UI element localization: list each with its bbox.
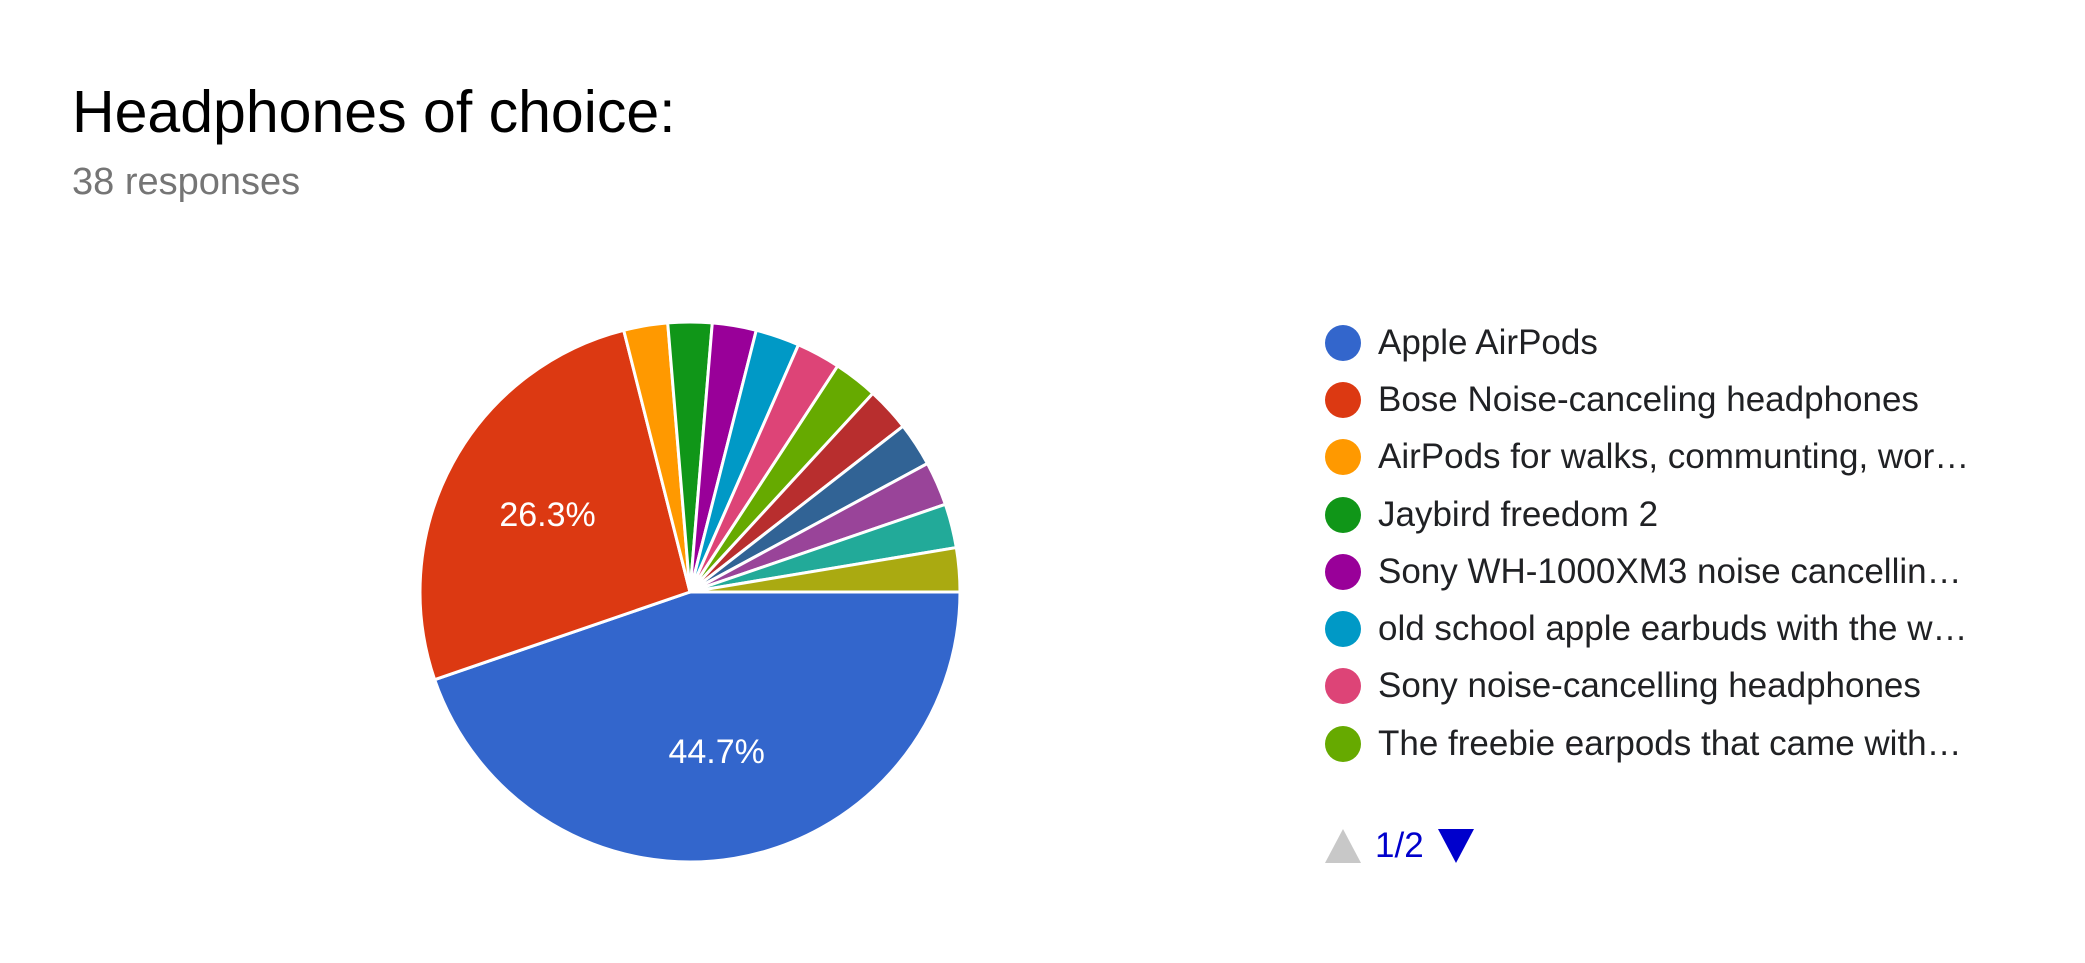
legend: Apple AirPods Bose Noise-canceling headph…	[1325, 314, 2025, 772]
legend-label: Jaybird freedom 2	[1378, 494, 1659, 534]
pie-labels: 44.7% 26.3%	[499, 496, 765, 771]
legend-item[interactable]: The freebie earpods that came with…	[1325, 715, 2025, 772]
legend-swatch-icon	[1325, 611, 1361, 648]
triangle-up-icon[interactable]	[1325, 829, 1361, 863]
legend-item[interactable]: AirPods for walks, communting, wor…	[1325, 429, 2025, 486]
legend-label: Apple AirPods	[1378, 322, 1598, 362]
legend-label: old school apple earbuds with the w…	[1378, 609, 1968, 649]
chart-title: Headphones of choice:	[72, 79, 676, 145]
legend-swatch-icon	[1325, 553, 1361, 590]
legend-item[interactable]: old school apple earbuds with the w…	[1325, 600, 2025, 657]
legend-label: The freebie earpods that came with…	[1378, 723, 1962, 763]
legend-label: Sony WH-1000XM3 noise cancellin…	[1378, 551, 1962, 591]
triangle-down-icon[interactable]	[1437, 829, 1474, 863]
legend-label: Bose Noise-canceling headphones	[1378, 379, 1919, 419]
legend-swatch-icon	[1325, 496, 1361, 533]
legend-swatch-icon	[1325, 324, 1361, 361]
pie-slice-label-1: 44.7%	[668, 733, 764, 771]
legend-item[interactable]: Apple AirPods	[1325, 314, 2025, 371]
pie-slices	[418, 320, 962, 864]
legend-swatch-icon	[1325, 725, 1361, 762]
legend-label: Sony noise-cancelling headphones	[1378, 666, 1921, 706]
response-count: 38 responses	[72, 161, 301, 203]
legend-item[interactable]: Bose Noise-canceling headphones	[1325, 371, 2025, 428]
legend-item[interactable]: Sony noise-cancelling headphones	[1325, 658, 2025, 715]
legend-swatch-icon	[1325, 439, 1361, 476]
legend-item[interactable]: Jaybird freedom 2	[1325, 486, 2025, 543]
pie-slice-13[interactable]	[688, 546, 962, 594]
legend-page-indicator: 1/2	[1375, 826, 1424, 865]
pie-slice-label-2: 26.3%	[499, 496, 595, 534]
pie-slice-1[interactable]	[433, 590, 962, 864]
legend-pager: 1/2	[1325, 826, 1474, 866]
legend-swatch-icon	[1325, 381, 1361, 418]
pie-slice-2[interactable]	[418, 328, 692, 682]
legend-label: AirPods for walks, communting, wor…	[1378, 437, 1970, 477]
legend-swatch-icon	[1325, 668, 1361, 705]
legend-item[interactable]: Sony WH-1000XM3 noise cancellin…	[1325, 543, 2025, 600]
